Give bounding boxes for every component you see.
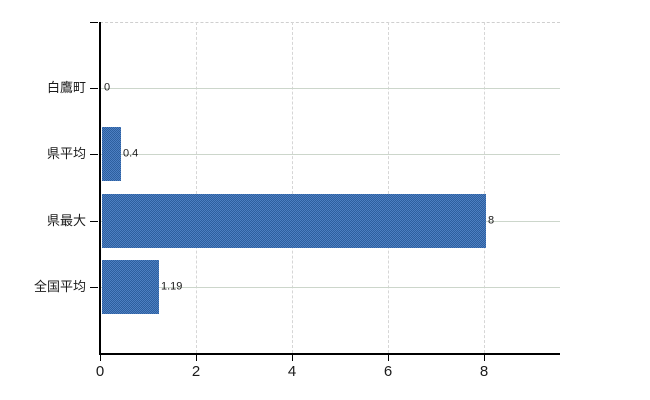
category-label: 全国平均: [33, 279, 86, 294]
horizontal-gridline: [100, 88, 560, 89]
y-tick: [90, 22, 98, 23]
vertical-gridline: [292, 22, 293, 353]
category-label: 県最大: [46, 213, 86, 228]
horizontal-gridline: [100, 154, 560, 155]
x-tick-label: 4: [287, 363, 297, 380]
x-tick: [292, 355, 293, 361]
x-tick: [100, 355, 101, 361]
plot-top-border: [100, 22, 560, 23]
x-tick-label: 6: [383, 363, 393, 380]
bar: [102, 194, 486, 248]
y-tick: [90, 221, 98, 222]
y-axis-line: [99, 22, 101, 354]
bar-value-label: 0: [104, 81, 111, 94]
vertical-gridline: [388, 22, 389, 353]
y-tick: [90, 154, 98, 155]
horizontal-gridline: [100, 287, 560, 288]
bar-value-label: 1.19: [161, 280, 183, 293]
bar-value-label: 0.4: [123, 147, 139, 160]
bar: [102, 260, 159, 314]
x-tick-label: 8: [479, 363, 489, 380]
vertical-gridline: [484, 22, 485, 353]
bar: [102, 127, 121, 181]
x-axis-line: [99, 353, 560, 355]
x-tick-label: 0: [95, 363, 105, 380]
y-tick: [90, 287, 98, 288]
y-tick: [90, 88, 98, 89]
vertical-gridline: [196, 22, 197, 353]
x-tick-label: 2: [191, 363, 201, 380]
x-tick: [196, 355, 197, 361]
category-label: 県平均: [46, 146, 86, 161]
x-tick: [484, 355, 485, 361]
category-label: 白鷹町: [46, 80, 86, 95]
x-tick: [388, 355, 389, 361]
bar-value-label: 8: [488, 214, 495, 227]
